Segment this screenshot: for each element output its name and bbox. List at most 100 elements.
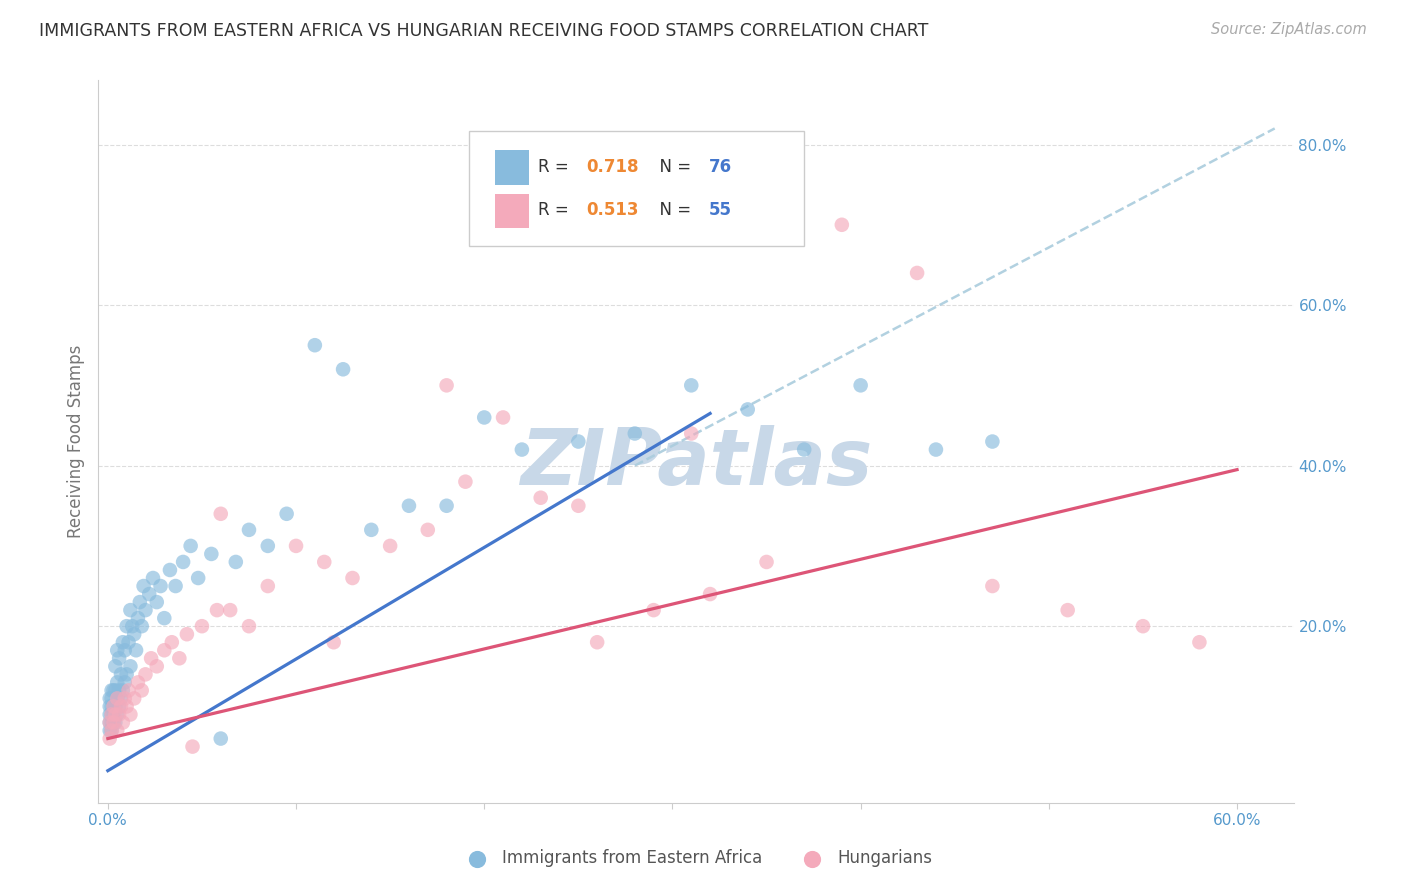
Point (1132, 619, 1154, 633)
Point (125, 643, 148, 657)
Point (122, 627, 145, 641)
Point (191, 619, 214, 633)
Text: N =: N = (650, 202, 697, 219)
Point (360, 523, 382, 537)
Point (322, 635, 344, 649)
Point (122, 691, 145, 706)
Point (436, 499, 458, 513)
Point (98, 715, 121, 730)
Text: 55: 55 (709, 202, 733, 219)
Point (492, 410, 515, 425)
Point (105, 707, 128, 722)
FancyBboxPatch shape (470, 131, 804, 246)
Point (115, 667, 138, 681)
Point (110, 667, 132, 681)
Point (103, 707, 125, 722)
Point (925, 442, 948, 457)
Text: ZIPatlas: ZIPatlas (520, 425, 872, 501)
Point (111, 635, 134, 649)
Text: Source: ZipAtlas.com: Source: ZipAtlas.com (1211, 22, 1367, 37)
Point (120, 707, 142, 722)
Point (100, 691, 122, 706)
Point (849, 378, 872, 392)
Point (142, 571, 165, 585)
Point (115, 699, 138, 714)
Point (105, 691, 128, 706)
Point (100, 723, 122, 738)
Point (108, 683, 131, 698)
Point (110, 699, 132, 714)
Point (100, 723, 122, 738)
Point (100, 707, 122, 722)
Point (160, 635, 183, 649)
Point (115, 619, 138, 633)
Point (153, 611, 176, 625)
Point (165, 579, 187, 593)
Point (104, 683, 127, 698)
Point (332, 362, 354, 376)
Point (981, 579, 1004, 593)
Point (342, 571, 364, 585)
Point (256, 539, 278, 553)
Point (304, 338, 326, 352)
Point (681, 426, 703, 441)
Text: R =: R = (538, 202, 574, 219)
Point (103, 683, 125, 698)
Point (103, 715, 125, 730)
Point (98, 699, 121, 714)
Text: N =: N = (650, 158, 697, 176)
Point (1056, 603, 1078, 617)
Text: R =: R = (538, 158, 574, 176)
Point (114, 675, 136, 690)
Point (134, 603, 156, 617)
Point (100, 699, 122, 714)
Point (104, 715, 127, 730)
Point (905, 266, 928, 280)
Point (98, 731, 121, 746)
Point (103, 699, 125, 714)
Point (111, 715, 134, 730)
Point (398, 499, 420, 513)
Point (145, 595, 167, 609)
Point (567, 434, 589, 449)
Point (98, 715, 121, 730)
Point (98, 691, 121, 706)
Point (134, 667, 156, 681)
Point (104, 707, 127, 722)
Point (176, 627, 198, 641)
Point (567, 499, 589, 513)
Point (100, 683, 122, 698)
Point (98, 723, 121, 738)
Point (623, 426, 645, 441)
Point (114, 691, 136, 706)
Point (238, 523, 260, 537)
Point (436, 378, 458, 392)
Point (530, 491, 553, 505)
Point (643, 603, 665, 617)
Point (127, 675, 149, 690)
Point (416, 523, 439, 537)
Point (699, 587, 721, 601)
Point (180, 539, 202, 553)
Point (120, 659, 142, 673)
Point (159, 563, 181, 577)
Point (172, 555, 194, 569)
Point (285, 539, 308, 553)
Point (104, 699, 127, 714)
Point (120, 603, 142, 617)
Point (104, 659, 127, 673)
Point (219, 603, 242, 617)
Point (138, 587, 160, 601)
Point (238, 619, 260, 633)
Point (117, 635, 139, 649)
Point (181, 739, 204, 754)
Point (755, 555, 778, 569)
Point (981, 434, 1004, 449)
Text: 0.513: 0.513 (586, 202, 638, 219)
Point (314, 555, 336, 569)
Point (454, 475, 477, 489)
Point (127, 611, 149, 625)
Point (831, 218, 853, 232)
Point (100, 715, 122, 730)
Point (472, 410, 495, 425)
